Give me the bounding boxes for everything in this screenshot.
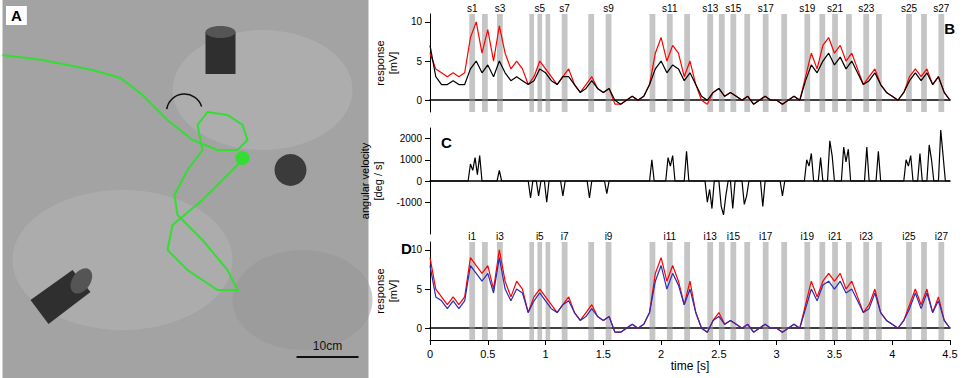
svg-text:s7: s7 bbox=[559, 3, 570, 14]
svg-text:1: 1 bbox=[542, 348, 548, 360]
svg-text:s5: s5 bbox=[534, 3, 545, 14]
svg-text:5: 5 bbox=[416, 56, 422, 67]
svg-text:5: 5 bbox=[416, 284, 422, 295]
svg-text:s13: s13 bbox=[702, 3, 719, 14]
svg-text:10: 10 bbox=[411, 16, 423, 27]
svg-text:time [s]: time [s] bbox=[671, 359, 710, 373]
svg-text:2.5: 2.5 bbox=[711, 348, 726, 360]
svg-text:0: 0 bbox=[427, 348, 433, 360]
svg-text:4: 4 bbox=[889, 348, 895, 360]
svg-text:s9: s9 bbox=[603, 3, 614, 14]
svg-text:i25: i25 bbox=[902, 231, 916, 242]
svg-text:s11: s11 bbox=[662, 3, 678, 14]
svg-text:4.5: 4.5 bbox=[942, 348, 957, 360]
svg-text:angular velocity: angular velocity bbox=[359, 142, 371, 219]
svg-text:-1000: -1000 bbox=[396, 197, 422, 208]
svg-text:10cm: 10cm bbox=[313, 339, 342, 353]
svg-text:i19: i19 bbox=[801, 231, 815, 242]
svg-text:i17: i17 bbox=[759, 231, 773, 242]
svg-text:[mV]: [mV] bbox=[387, 280, 399, 303]
svg-text:1000: 1000 bbox=[400, 154, 423, 165]
svg-text:s23: s23 bbox=[858, 3, 875, 14]
svg-text:2: 2 bbox=[658, 348, 664, 360]
svg-text:0: 0 bbox=[416, 176, 422, 187]
svg-text:i15: i15 bbox=[727, 231, 741, 242]
svg-text:0.5: 0.5 bbox=[480, 348, 495, 360]
svg-text:[deg / s]: [deg / s] bbox=[372, 161, 384, 200]
svg-text:i9: i9 bbox=[605, 231, 613, 242]
svg-text:s3: s3 bbox=[495, 3, 506, 14]
svg-text:[mV]: [mV] bbox=[387, 52, 399, 75]
svg-text:response: response bbox=[374, 268, 386, 313]
svg-text:3.5: 3.5 bbox=[827, 348, 842, 360]
svg-text:response: response bbox=[374, 40, 386, 85]
svg-text:s17: s17 bbox=[758, 3, 775, 14]
svg-text:3: 3 bbox=[774, 348, 780, 360]
svg-text:0: 0 bbox=[416, 323, 422, 334]
svg-text:i27: i27 bbox=[935, 231, 949, 242]
svg-text:s21: s21 bbox=[827, 3, 844, 14]
svg-text:1.5: 1.5 bbox=[596, 348, 611, 360]
svg-text:i7: i7 bbox=[561, 231, 569, 242]
svg-text:i23: i23 bbox=[860, 231, 874, 242]
svg-text:i3: i3 bbox=[496, 231, 504, 242]
svg-text:i1: i1 bbox=[468, 231, 476, 242]
svg-text:B: B bbox=[944, 20, 955, 37]
svg-text:i13: i13 bbox=[704, 231, 718, 242]
svg-text:2000: 2000 bbox=[400, 133, 423, 144]
svg-text:i21: i21 bbox=[828, 231, 842, 242]
svg-text:s1: s1 bbox=[467, 3, 478, 14]
svg-text:C: C bbox=[441, 134, 452, 151]
svg-text:i11: i11 bbox=[663, 231, 676, 242]
svg-text:D: D bbox=[401, 240, 412, 257]
svg-text:10: 10 bbox=[411, 244, 423, 255]
svg-text:s25: s25 bbox=[901, 3, 918, 14]
svg-text:s19: s19 bbox=[799, 3, 816, 14]
svg-text:A: A bbox=[11, 7, 22, 24]
svg-text:s27: s27 bbox=[933, 3, 950, 14]
svg-text:s15: s15 bbox=[725, 3, 742, 14]
svg-text:i5: i5 bbox=[536, 231, 544, 242]
svg-text:0: 0 bbox=[416, 95, 422, 106]
